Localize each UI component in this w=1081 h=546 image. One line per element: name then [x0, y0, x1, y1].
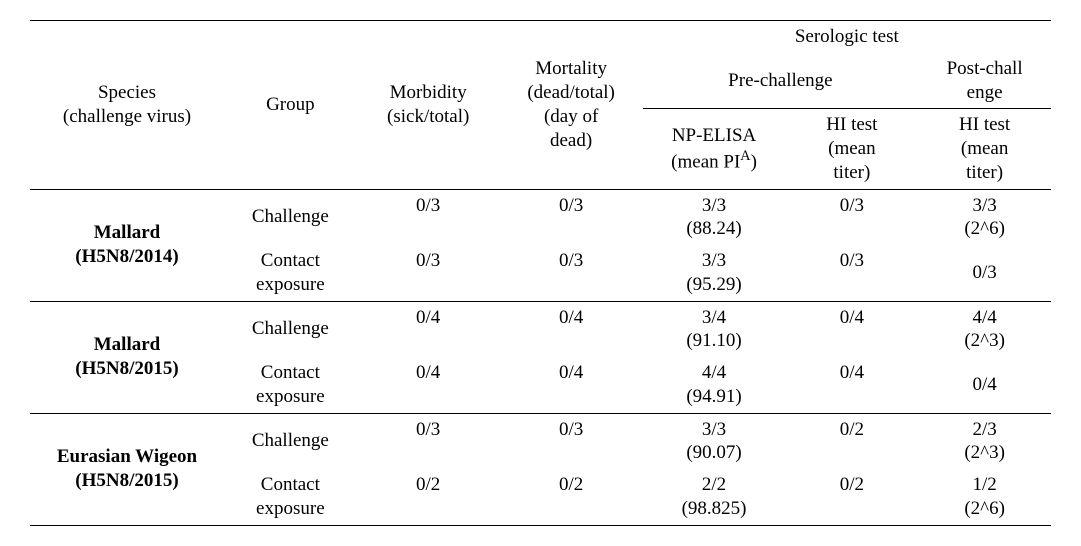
table-row: Eurasian Wigeon(H5N8/2015)Challenge0/30/…: [30, 413, 1051, 469]
hi-pre-cell: 0/3: [786, 245, 919, 301]
col-hi-pre-header: HI test(meantiter): [786, 109, 919, 189]
group-cell: Challenge: [224, 413, 357, 469]
np-elisa-cell: 3/4(91.10): [643, 301, 786, 357]
species-cell: Mallard(H5N8/2015): [30, 301, 224, 413]
hi-pre-cell: 0/2: [786, 469, 919, 525]
morbidity-cell: 0/4: [357, 301, 500, 357]
np-elisa-cell: 3/3(90.07): [643, 413, 786, 469]
group-cell: Contactexposure: [224, 469, 357, 525]
col-serologic-header: Serologic test: [643, 21, 1051, 53]
group-cell: Contactexposure: [224, 245, 357, 301]
morbidity-cell: 0/4: [357, 357, 500, 413]
mortality-cell: 0/3: [500, 245, 643, 301]
col-mortality-header: Mortality(dead/total)(day ofdead): [500, 21, 643, 190]
mortality-cell: 0/4: [500, 357, 643, 413]
table-body: Mallard(H5N8/2014)Challenge0/30/33/3(88.…: [30, 189, 1051, 525]
col-hi-post-header: HI test(meantiter): [918, 109, 1051, 189]
col-prechallenge-header: Pre-challenge: [643, 53, 919, 109]
col-group-header: Group: [224, 21, 357, 190]
hi-pre-cell: 0/4: [786, 301, 919, 357]
group-cell: Challenge: [224, 189, 357, 245]
col-morbidity-header: Morbidity(sick/total): [357, 21, 500, 190]
col-species-header: Species(challenge virus): [30, 21, 224, 190]
hi-post-cell: 4/4(2^3): [918, 301, 1051, 357]
np-elisa-cell: 3/3(88.24): [643, 189, 786, 245]
table-row: Mallard(H5N8/2015)Challenge0/40/43/4(91.…: [30, 301, 1051, 357]
hi-post-cell: 0/4: [918, 357, 1051, 413]
mortality-cell: 0/3: [500, 189, 643, 245]
table-row: Mallard(H5N8/2014)Challenge0/30/33/3(88.…: [30, 189, 1051, 245]
morbidity-cell: 0/2: [357, 469, 500, 525]
np-elisa-cell: 2/2(98.825): [643, 469, 786, 525]
hi-post-cell: 1/2(2^6): [918, 469, 1051, 525]
serology-table: Species(challenge virus) Group Morbidity…: [30, 20, 1051, 526]
hi-pre-cell: 0/3: [786, 189, 919, 245]
hi-post-cell: 3/3(2^6): [918, 189, 1051, 245]
mortality-cell: 0/2: [500, 469, 643, 525]
np-elisa-suffix: (mean PI: [671, 151, 740, 172]
np-elisa-cell: 4/4(94.91): [643, 357, 786, 413]
species-cell: Eurasian Wigeon(H5N8/2015): [30, 413, 224, 525]
hi-post-cell: 0/3: [918, 245, 1051, 301]
hi-pre-cell: 0/4: [786, 357, 919, 413]
np-elisa-sup: A: [740, 148, 750, 164]
group-cell: Challenge: [224, 301, 357, 357]
hi-pre-cell: 0/2: [786, 413, 919, 469]
np-elisa-close: ): [751, 151, 757, 172]
morbidity-cell: 0/3: [357, 189, 500, 245]
species-cell: Mallard(H5N8/2014): [30, 189, 224, 301]
col-np-elisa-header: NP-ELISA (mean PIA): [643, 109, 786, 189]
np-elisa-label: NP-ELISA: [672, 125, 756, 146]
np-elisa-cell: 3/3(95.29): [643, 245, 786, 301]
hi-post-cell: 2/3(2^3): [918, 413, 1051, 469]
col-postchallenge-header: Post-challenge: [918, 53, 1051, 109]
mortality-cell: 0/4: [500, 301, 643, 357]
morbidity-cell: 0/3: [357, 245, 500, 301]
mortality-cell: 0/3: [500, 413, 643, 469]
group-cell: Contactexposure: [224, 357, 357, 413]
morbidity-cell: 0/3: [357, 413, 500, 469]
